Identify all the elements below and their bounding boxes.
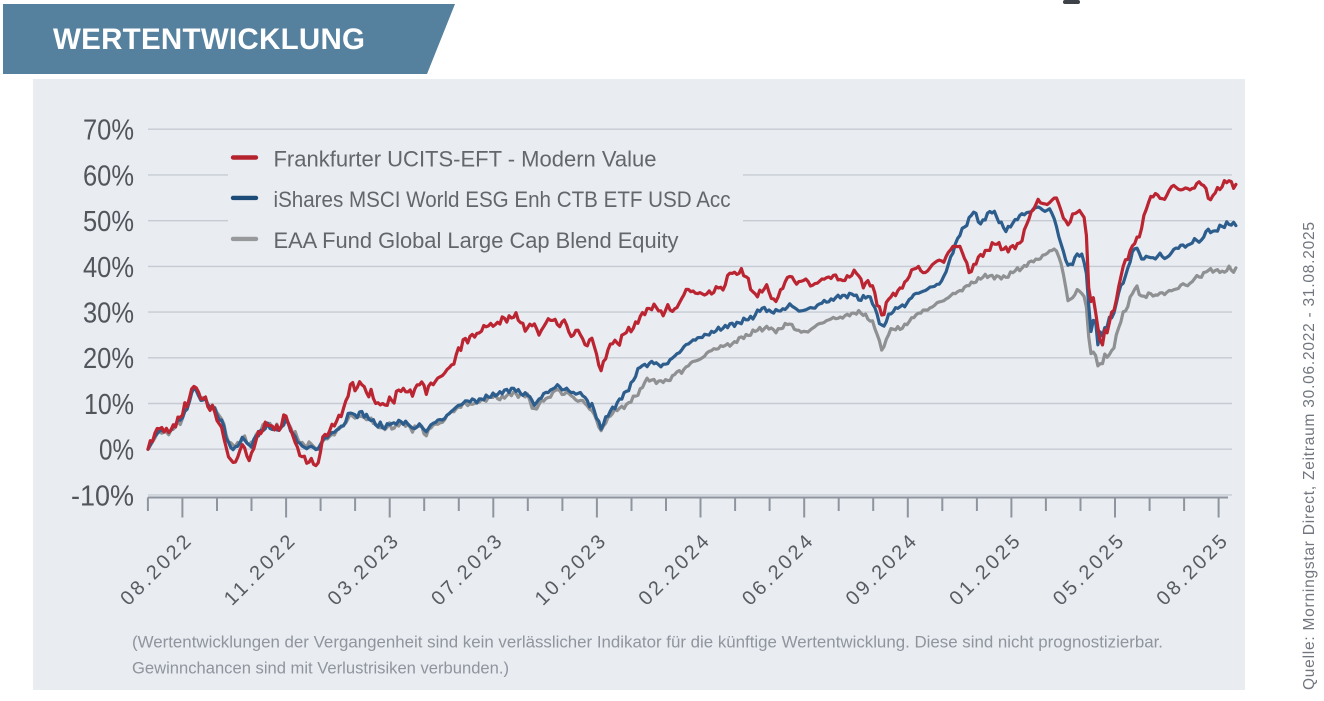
- svg-text:10.2023: 10.2023: [531, 531, 610, 610]
- svg-text:40%: 40%: [83, 252, 134, 284]
- svg-text:09.2024: 09.2024: [842, 531, 921, 610]
- svg-text:60%: 60%: [83, 160, 134, 192]
- svg-text:70%: 70%: [83, 115, 134, 147]
- svg-text:30%: 30%: [83, 298, 134, 330]
- svg-text:EAA Fund Global Large Cap Blen: EAA Fund Global Large Cap Blend Equity: [274, 228, 679, 253]
- svg-text:(Wertentwicklungen der Vergang: (Wertentwicklungen der Vergangenheit sin…: [132, 633, 1163, 652]
- svg-text:08.2022: 08.2022: [116, 531, 195, 610]
- svg-text:iShares MSCI World ESG Enh CTB: iShares MSCI World ESG Enh CTB ETF USD A…: [274, 187, 731, 212]
- svg-text:11.2022: 11.2022: [220, 531, 299, 610]
- svg-text:02.2024: 02.2024: [634, 531, 713, 610]
- svg-text:08.2025: 08.2025: [1153, 531, 1232, 610]
- svg-text:Frankfurter UCITS-EFT - Modern: Frankfurter UCITS-EFT - Modern Value: [274, 146, 657, 171]
- svg-text:50%: 50%: [83, 206, 134, 238]
- svg-text:05.2025: 05.2025: [1049, 531, 1128, 610]
- svg-text:20%: 20%: [83, 343, 134, 375]
- svg-text:01.2025: 01.2025: [945, 531, 1024, 610]
- svg-text:10%: 10%: [84, 389, 134, 421]
- svg-text:-10%: -10%: [71, 480, 134, 512]
- svg-text:07.2023: 07.2023: [427, 531, 506, 610]
- svg-text:06.2024: 06.2024: [738, 531, 817, 610]
- svg-text:Gewinnchancen sind mit Verlust: Gewinnchancen sind mit Verlustrisiken ve…: [132, 659, 509, 678]
- svg-text:03.2023: 03.2023: [324, 531, 403, 610]
- svg-text:0%: 0%: [99, 435, 134, 467]
- svg-text:WERTENTWICKLUNG: WERTENTWICKLUNG: [53, 23, 365, 56]
- svg-text:Quelle: Morningstar Direct, Ze: Quelle: Morningstar Direct, Zeitraum 30.…: [1301, 222, 1318, 690]
